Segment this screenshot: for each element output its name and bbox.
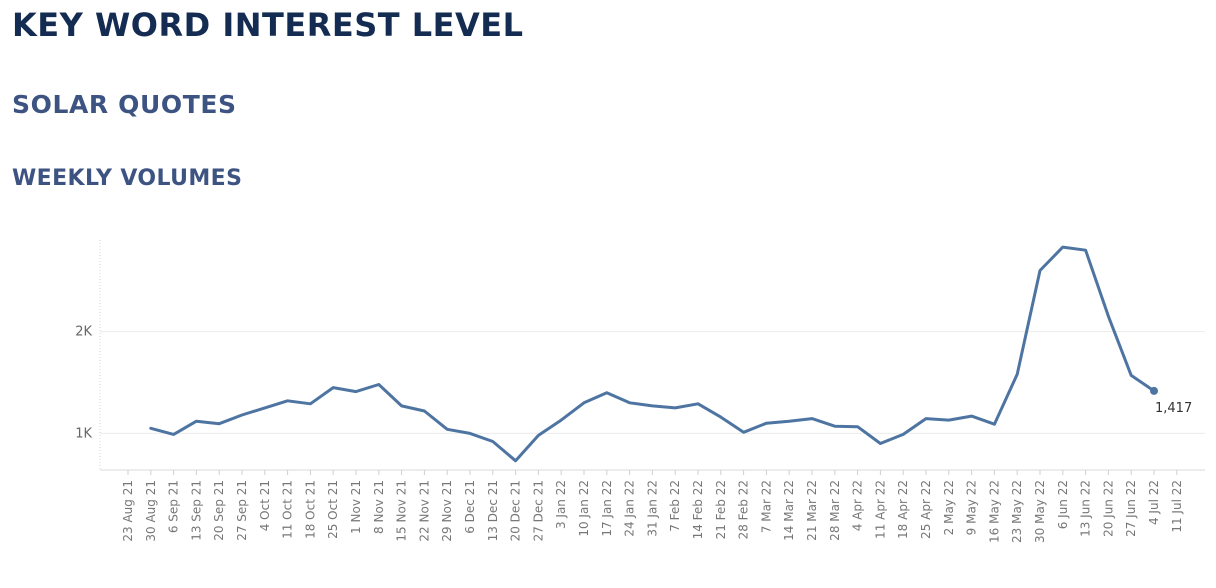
x-tick-label: 2 May 22 [942, 480, 956, 535]
x-tick-label: 24 Jan 22 [623, 480, 637, 537]
x-tick-label: 11 Oct 21 [281, 480, 295, 539]
x-tick-label: 27 Sep 21 [235, 480, 249, 541]
x-tick-label: 13 Jun 22 [1079, 480, 1093, 537]
series-line [149, 245, 1156, 463]
x-tick-label: 4 Oct 21 [258, 480, 272, 531]
x-tick-label: 21 Mar 22 [805, 480, 819, 541]
x-tick-label: 11 Jul 22 [1170, 480, 1184, 533]
x-tick-label: 27 Jun 22 [1124, 480, 1138, 537]
x-tick-label: 14 Mar 22 [782, 480, 796, 541]
x-tick-label: 30 Aug 21 [144, 480, 158, 542]
x-tick-label: 25 Apr 22 [919, 480, 933, 539]
x-tick-label: 14 Feb 22 [691, 480, 705, 539]
x-tick-label: 20 Jun 22 [1101, 480, 1115, 537]
x-tick-label: 22 Nov 21 [417, 480, 431, 542]
end-point-marker [1150, 386, 1158, 395]
x-tick-label: 18 Apr 22 [896, 480, 910, 539]
x-tick-label: 28 Feb 22 [737, 480, 751, 539]
data-label: 1,417 [1155, 401, 1192, 416]
x-tick-label: 31 Jan 22 [645, 480, 659, 537]
x-tick-label: 29 Nov 21 [440, 480, 454, 542]
page-title: KEY WORD INTEREST LEVEL [12, 6, 524, 44]
x-tick-label: 1 Nov 21 [349, 480, 363, 534]
x-tick-label: 21 Feb 22 [714, 480, 728, 539]
data-labels: 1,417 [1150, 386, 1192, 416]
keyword-subtitle: SOLAR QUOTES [12, 90, 237, 119]
x-tick-label: 8 Nov 21 [372, 480, 386, 534]
x-tick-label: 16 May 22 [987, 480, 1001, 543]
x-tick-label: 6 Sep 21 [167, 480, 181, 533]
x-tick-label: 4 Jul 22 [1147, 480, 1161, 525]
x-tick-label: 18 Oct 21 [303, 480, 317, 539]
x-tick-label: 4 Apr 22 [851, 480, 865, 531]
x-tick-label: 15 Nov 21 [395, 480, 409, 542]
y-axis-ticks: 1K 2K [75, 325, 92, 442]
x-tick-label: 13 Dec 21 [486, 480, 500, 541]
x-tick-label: 7 Mar 22 [759, 480, 773, 533]
x-tick-label: 30 May 22 [1033, 480, 1047, 543]
x-tick-label: 17 Jan 22 [600, 480, 614, 537]
x-tick-label: 10 Jan 22 [577, 480, 591, 537]
x-tick-label: 6 Dec 21 [463, 480, 477, 534]
x-tick-label: 23 Aug 21 [121, 480, 135, 542]
x-tick-label: 6 Jun 22 [1056, 480, 1070, 529]
section-title: WEEKLY VOLUMES [12, 166, 243, 191]
x-tick-label: 3 Jan 22 [554, 480, 568, 529]
weekly-volume-line-chart: 1K 2K 23 Aug 21 30 Aug 21 6 Sep 21 13 Sep 21… [75, 240, 1205, 543]
series-layer [149, 245, 1156, 463]
x-tick-label: 20 Dec 21 [509, 480, 523, 541]
x-tick-label: 25 Oct 21 [326, 480, 340, 539]
x-tick-label: 9 May 22 [965, 480, 979, 535]
x-tick-label: 23 May 22 [1010, 480, 1024, 543]
x-tick-label: 11 Apr 22 [873, 480, 887, 539]
y-tick-label: 1K [75, 426, 92, 441]
x-tick-label: 20 Sep 21 [212, 480, 226, 541]
x-tick-label: 13 Sep 21 [189, 480, 203, 541]
x-axis-ticks: 23 Aug 21 30 Aug 21 6 Sep 21 13 Sep 21 20 Se… [121, 470, 1184, 543]
gridlines [100, 331, 1205, 434]
y-tick-label: 2K [75, 325, 92, 340]
x-tick-label: 7 Feb 22 [668, 480, 682, 532]
x-tick-label: 28 Mar 22 [828, 480, 842, 541]
x-tick-label: 27 Dec 21 [531, 480, 545, 541]
